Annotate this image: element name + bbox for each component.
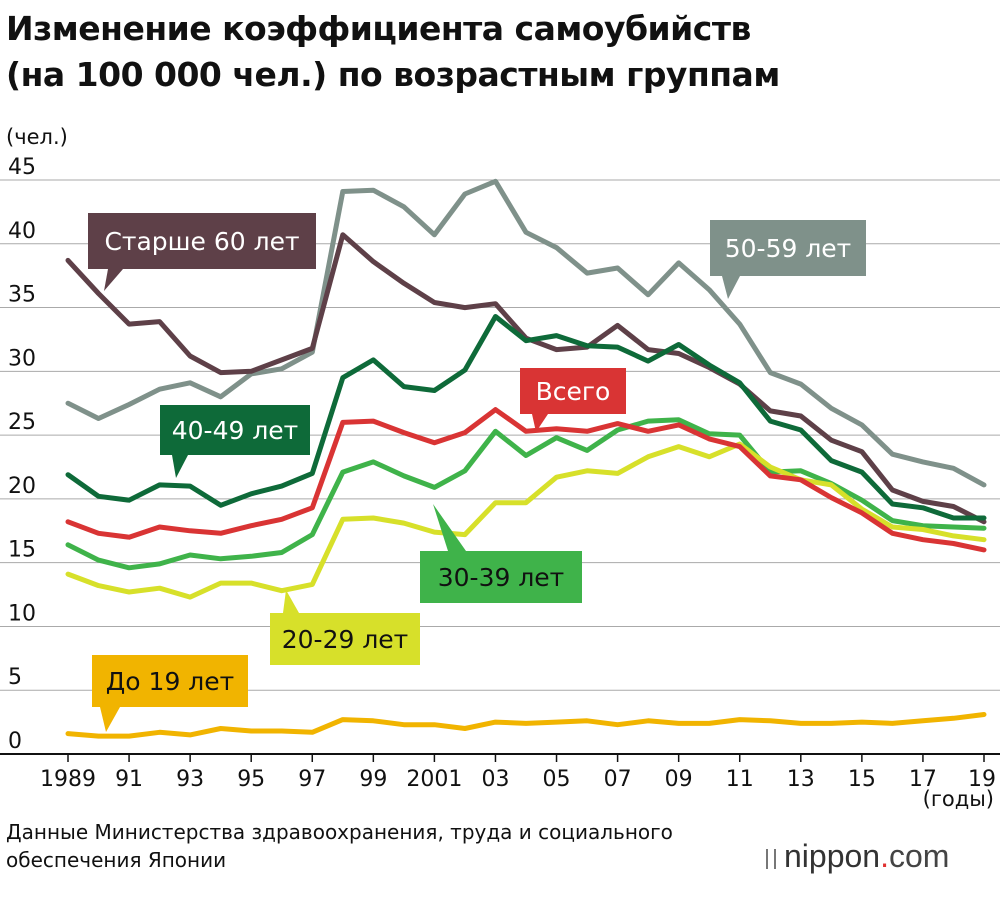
series-label-text: 50-59 лет bbox=[725, 234, 852, 263]
y-tick-label: 35 bbox=[8, 283, 36, 308]
source-line-2: обеспечения Японии bbox=[6, 848, 227, 872]
series-labels: Старше 60 лет 50-59 лет Всего 40-49 лет 30-3… bbox=[88, 213, 866, 707]
series-label-text: 30-39 лет bbox=[438, 563, 565, 592]
x-tick-label: 2001 bbox=[406, 767, 462, 792]
x-tick-label: 97 bbox=[298, 767, 326, 792]
series-label: Всего bbox=[520, 368, 626, 414]
series-label-box bbox=[88, 213, 316, 269]
series-line bbox=[65, 407, 987, 553]
x-tick-label: 05 bbox=[543, 767, 571, 792]
y-tick-labels: 0 5 10 15 20 25 30 35 40 45 bbox=[8, 155, 36, 754]
x-tick-labels: 1989 91 93 95 97 99 2001 03 05 07 09 11 13 15 17 19 bbox=[40, 767, 996, 792]
series-label: Старше 60 лет bbox=[88, 213, 316, 269]
logo-name: nippon bbox=[784, 838, 881, 874]
series-label-box bbox=[420, 551, 582, 603]
x-tick-label: 17 bbox=[909, 767, 937, 792]
x-tick-label: 99 bbox=[359, 767, 387, 792]
series-label-box bbox=[520, 368, 626, 414]
series-label-box bbox=[710, 220, 866, 276]
source-note: Данные Министерства здравоохранения, тру… bbox=[6, 818, 673, 874]
x-tick-label: 91 bbox=[115, 767, 143, 792]
chart-title: Изменение коэффициента самоубийств (на 1… bbox=[6, 6, 780, 98]
source-line-1: Данные Министерства здравоохранения, тру… bbox=[6, 820, 673, 844]
logo-dot: . bbox=[880, 838, 889, 874]
series-label: 20-29 лет bbox=[270, 613, 420, 665]
nippon-logo: nippon.com bbox=[766, 838, 949, 875]
series-label-text: До 19 лет bbox=[106, 667, 234, 696]
x-tick-label: 13 bbox=[787, 767, 815, 792]
series-label-box bbox=[270, 613, 420, 665]
y-tick-label: 30 bbox=[8, 346, 36, 371]
series-label-text: Всего bbox=[536, 377, 611, 406]
x-tick-label: 95 bbox=[237, 767, 265, 792]
title-line-1: Изменение коэффициента самоубийств bbox=[6, 9, 751, 48]
label-pointer bbox=[104, 269, 123, 291]
y-axis-label: (чел.) bbox=[6, 125, 68, 149]
series-label-box bbox=[92, 655, 248, 707]
logo-mark-icon bbox=[766, 848, 776, 869]
y-tick-label: 45 bbox=[8, 155, 36, 180]
label-pointer bbox=[722, 276, 740, 299]
label-pointers bbox=[100, 269, 740, 732]
x-tick-label: 15 bbox=[848, 767, 876, 792]
label-pointer bbox=[283, 590, 299, 613]
label-pointer bbox=[532, 414, 548, 432]
series-label: 50-59 лет bbox=[710, 220, 866, 276]
series-label-text: 20-29 лет bbox=[282, 625, 409, 654]
x-tick-label: 19 bbox=[968, 767, 996, 792]
series-label-box bbox=[160, 405, 310, 455]
y-tick-label: 10 bbox=[8, 601, 36, 626]
y-tick-label: 20 bbox=[8, 474, 36, 499]
x-tick-label: 11 bbox=[726, 767, 754, 792]
y-tick-label: 40 bbox=[8, 219, 36, 244]
y-tick-label: 25 bbox=[8, 410, 36, 435]
series-label: 40-49 лет bbox=[160, 405, 310, 455]
logo-com: com bbox=[888, 838, 950, 874]
series-line bbox=[65, 441, 987, 600]
series-line bbox=[65, 712, 987, 739]
series-line bbox=[65, 178, 987, 488]
y-tick-label: 5 bbox=[8, 665, 22, 690]
y-tick-label: 15 bbox=[8, 538, 36, 563]
series-lines bbox=[65, 178, 987, 739]
series-label: 30-39 лет bbox=[420, 551, 582, 603]
x-tick-label: 93 bbox=[176, 767, 204, 792]
x-tick-label: 1989 bbox=[40, 767, 96, 792]
series-label-text: 40-49 лет bbox=[172, 416, 299, 445]
x-tick-label: 07 bbox=[604, 767, 632, 792]
series-line bbox=[65, 314, 987, 521]
label-pointer bbox=[172, 455, 188, 478]
x-tick-label: 09 bbox=[665, 767, 693, 792]
label-pointer bbox=[100, 707, 120, 732]
x-axis-label: (годы) bbox=[923, 787, 994, 811]
series-label-text: Старше 60 лет bbox=[104, 227, 299, 256]
y-tick-label: 0 bbox=[8, 729, 22, 754]
series-label: До 19 лет bbox=[92, 655, 248, 707]
label-pointer bbox=[433, 504, 466, 551]
x-tick-label: 03 bbox=[481, 767, 509, 792]
title-line-2: (на 100 000 чел.) по возрастным группам bbox=[6, 55, 780, 94]
